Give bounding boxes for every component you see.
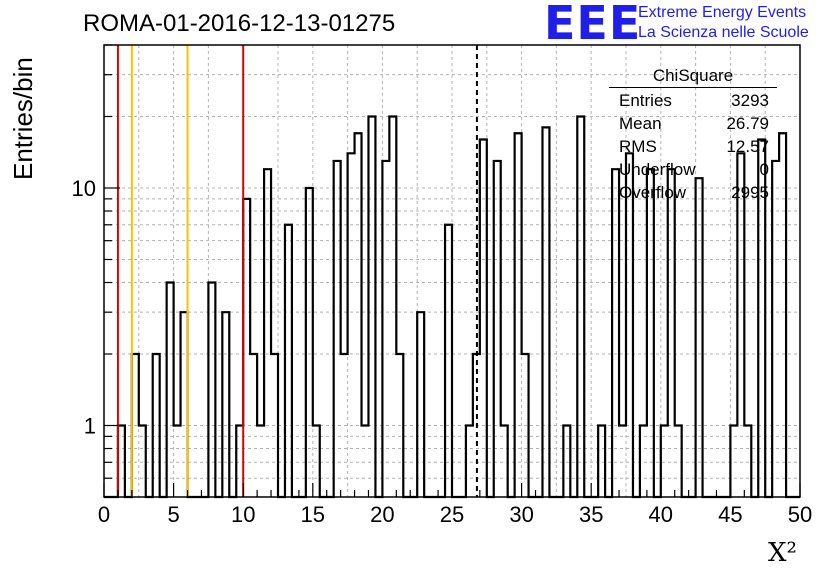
stats-label: Overflow [619, 183, 687, 202]
stats-row-rms: RMS 12.57 [609, 135, 777, 158]
stats-box: ChiSquare Entries 3293 Mean 26.79 RMS 12.57… [609, 66, 777, 204]
x-tick-label: 5 [167, 502, 179, 527]
stats-label: Mean [619, 114, 662, 133]
eee-logo-text: Extreme Energy Events La Scienza nelle S… [638, 3, 809, 43]
stats-value: 12.57 [726, 137, 769, 156]
stats-row-overflow: Overflow 2995 [609, 181, 777, 204]
x-tick-label: 40 [649, 502, 673, 527]
x-tick-label: 0 [98, 502, 110, 527]
stats-label: RMS [619, 137, 657, 156]
x-tick-label: 15 [301, 502, 325, 527]
logo-line-2: La Scienza nelle Scuole [638, 24, 809, 41]
stats-value: 3293 [731, 91, 769, 110]
logo-line-1: Extreme Energy Events [638, 4, 807, 21]
x-tick-label: 50 [788, 502, 812, 527]
x-axis-label: X² [768, 538, 797, 568]
stats-row-underflow: Underflow 0 [609, 158, 777, 181]
y-tick-label: 10 [72, 176, 96, 201]
stats-row-entries: Entries 3293 [609, 89, 777, 112]
y-tick-label: 1 [84, 414, 96, 439]
histogram-bars [104, 115, 800, 499]
stats-value: 2995 [731, 183, 769, 202]
stats-value: 26.79 [726, 114, 769, 133]
stats-row-mean: Mean 26.79 [609, 112, 777, 135]
stats-value: 0 [759, 160, 769, 179]
eee-logo: EEE [544, 0, 642, 50]
x-tick-label: 25 [440, 502, 464, 527]
stats-label: Underflow [619, 160, 696, 179]
stats-label: Entries [619, 91, 672, 110]
chart-title: ROMA-01-2016-12-13-01275 [83, 10, 396, 37]
x-tick-label: 30 [509, 502, 533, 527]
x-tick-label: 45 [718, 502, 742, 527]
x-tick-label: 35 [579, 502, 603, 527]
y-axis-label: Entries/bin [8, 57, 38, 180]
x-tick-label: 20 [370, 502, 394, 527]
stats-title: ChiSquare [609, 66, 777, 88]
x-tick-label: 10 [231, 502, 255, 527]
